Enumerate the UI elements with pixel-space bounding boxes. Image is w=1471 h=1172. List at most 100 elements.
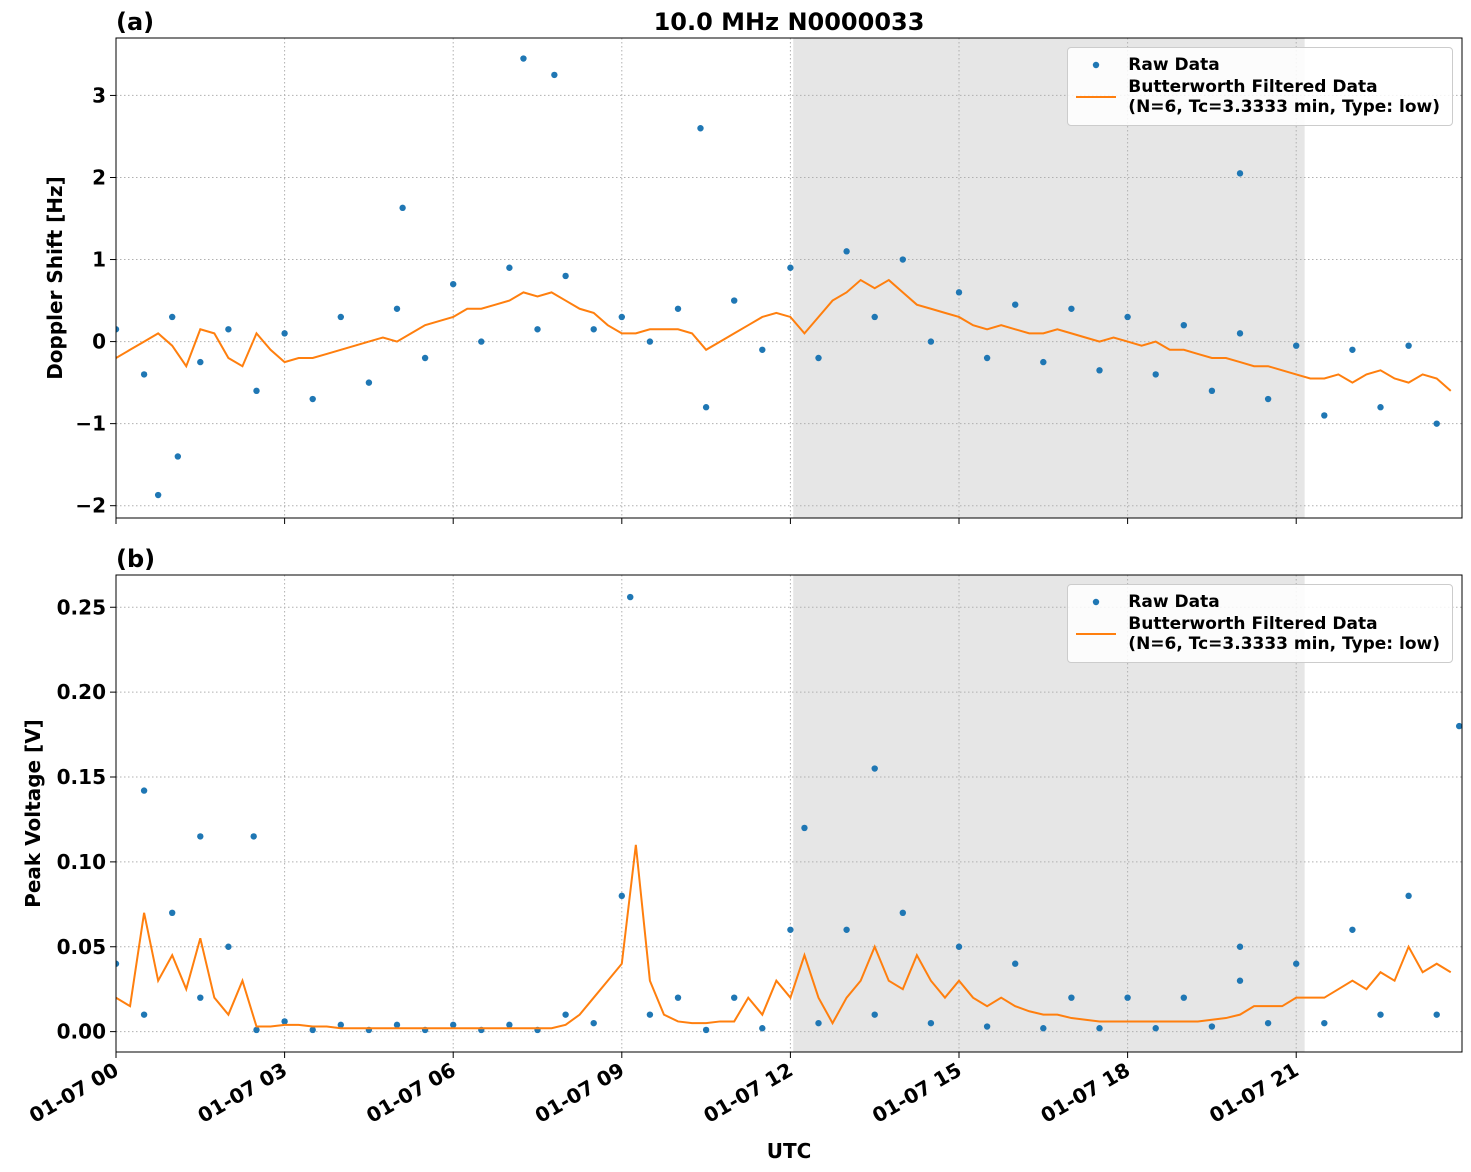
raw-point bbox=[646, 1011, 654, 1018]
raw-point bbox=[871, 1011, 878, 1018]
raw-point bbox=[983, 354, 991, 362]
raw-point bbox=[393, 305, 401, 312]
raw-point bbox=[618, 892, 626, 900]
raw-point bbox=[399, 204, 406, 212]
legend: Raw Data Butterworth Filtered Data (N=6, … bbox=[1067, 584, 1453, 663]
raw-point bbox=[450, 280, 457, 288]
raw-point bbox=[197, 994, 204, 1001]
raw-point bbox=[140, 1011, 148, 1018]
raw-point bbox=[1293, 342, 1300, 349]
raw-point bbox=[871, 313, 878, 321]
raw-point bbox=[225, 326, 232, 333]
panel-label: (b) bbox=[116, 545, 155, 573]
legend-marker bbox=[1093, 598, 1100, 606]
x-tick-label: 01-07 00 bbox=[25, 1058, 123, 1128]
raw-point bbox=[520, 55, 527, 62]
y-axis-label: Doppler Shift [Hz] bbox=[43, 176, 67, 380]
raw-point bbox=[618, 313, 626, 321]
raw-point bbox=[1208, 387, 1216, 395]
raw-point bbox=[1040, 358, 1047, 366]
raw-point bbox=[1321, 412, 1328, 419]
raw-point bbox=[281, 1018, 288, 1025]
raw-point bbox=[899, 909, 907, 917]
legend: Raw Data Butterworth Filtered Data (N=6, … bbox=[1067, 47, 1453, 126]
raw-point bbox=[1264, 395, 1272, 403]
raw-point bbox=[1180, 321, 1188, 329]
raw-point bbox=[250, 833, 257, 840]
raw-point bbox=[1068, 994, 1075, 1001]
legend-entry: Raw Data bbox=[1076, 55, 1440, 75]
filtered-line bbox=[116, 278, 1452, 392]
raw-point bbox=[627, 593, 634, 601]
raw-point bbox=[1124, 994, 1131, 1001]
raw-point bbox=[169, 313, 176, 321]
raw-point bbox=[590, 1019, 597, 1027]
y-tick-label: 1 bbox=[92, 248, 106, 272]
legend-key bbox=[1076, 96, 1117, 98]
raw-point bbox=[983, 1023, 991, 1030]
raw-point bbox=[197, 833, 204, 840]
raw-point bbox=[154, 491, 162, 499]
raw-point bbox=[1068, 305, 1075, 312]
raw-point bbox=[646, 338, 654, 345]
y-tick-label: 0.10 bbox=[57, 850, 106, 874]
legend-key bbox=[1076, 633, 1117, 635]
raw-point bbox=[1096, 367, 1103, 374]
raw-point bbox=[1321, 1019, 1328, 1027]
raw-point bbox=[899, 256, 907, 263]
raw-point bbox=[871, 765, 878, 772]
x-tick-label: 01-07 06 bbox=[362, 1058, 460, 1128]
raw-point bbox=[927, 338, 935, 345]
legend-marker bbox=[1093, 61, 1100, 69]
y-tick-label: 0.00 bbox=[57, 1020, 106, 1044]
x-tick-label: 01-07 15 bbox=[868, 1058, 966, 1128]
legend-entry: Raw Data bbox=[1076, 592, 1440, 612]
raw-point bbox=[955, 943, 963, 950]
x-axis-label: UTC bbox=[767, 1139, 812, 1163]
raw-point bbox=[1377, 1011, 1384, 1018]
plot-area bbox=[116, 55, 1452, 499]
raw-point bbox=[801, 824, 808, 832]
y-tick-label: 0 bbox=[92, 330, 106, 354]
raw-point bbox=[1012, 301, 1019, 308]
raw-point bbox=[281, 330, 288, 337]
y-axis-label: Peak Voltage [V] bbox=[21, 719, 45, 908]
raw-point bbox=[590, 326, 597, 333]
raw-point bbox=[1405, 892, 1412, 900]
panel-label: (a) bbox=[116, 8, 154, 36]
raw-point bbox=[174, 453, 182, 460]
raw-point bbox=[1208, 1023, 1216, 1030]
raw-point bbox=[253, 1026, 260, 1034]
x-tick-label: 01-07 18 bbox=[1037, 1058, 1135, 1128]
raw-point bbox=[1433, 420, 1440, 427]
raw-point bbox=[1433, 1011, 1440, 1018]
raw-point bbox=[309, 395, 316, 403]
x-tick-label: 01-07 09 bbox=[531, 1058, 629, 1128]
axes-frame bbox=[115, 574, 1463, 1053]
raw-point bbox=[1040, 1025, 1047, 1032]
raw-point bbox=[1236, 170, 1244, 177]
y-tick-label: 3 bbox=[92, 83, 106, 107]
raw-point bbox=[140, 787, 148, 794]
raw-point bbox=[1012, 960, 1019, 967]
y-tick-label: −2 bbox=[75, 494, 106, 518]
x-tick-label: 01-07 03 bbox=[194, 1058, 292, 1128]
raw-point bbox=[1236, 977, 1244, 984]
raw-point bbox=[843, 926, 850, 933]
raw-point bbox=[478, 338, 485, 345]
raw-point bbox=[365, 379, 373, 386]
raw-point bbox=[337, 1021, 345, 1029]
raw-point bbox=[787, 264, 794, 271]
legend-label: Raw Data bbox=[1128, 55, 1220, 75]
y-tick-label: 0.05 bbox=[57, 935, 106, 959]
raw-point bbox=[393, 1021, 401, 1029]
raw-point bbox=[309, 1026, 316, 1034]
raw-point bbox=[697, 125, 704, 132]
legend-entry: Butterworth Filtered Data (N=6, Tc=3.333… bbox=[1076, 77, 1440, 117]
raw-point bbox=[1180, 994, 1188, 1001]
legend-label: Butterworth Filtered Data (N=6, Tc=3.333… bbox=[1128, 77, 1440, 117]
legend-key bbox=[1093, 598, 1100, 606]
raw-point bbox=[1264, 1019, 1272, 1027]
y-tick-label: 0.25 bbox=[57, 595, 106, 619]
y-tick-label: 2 bbox=[92, 165, 106, 189]
